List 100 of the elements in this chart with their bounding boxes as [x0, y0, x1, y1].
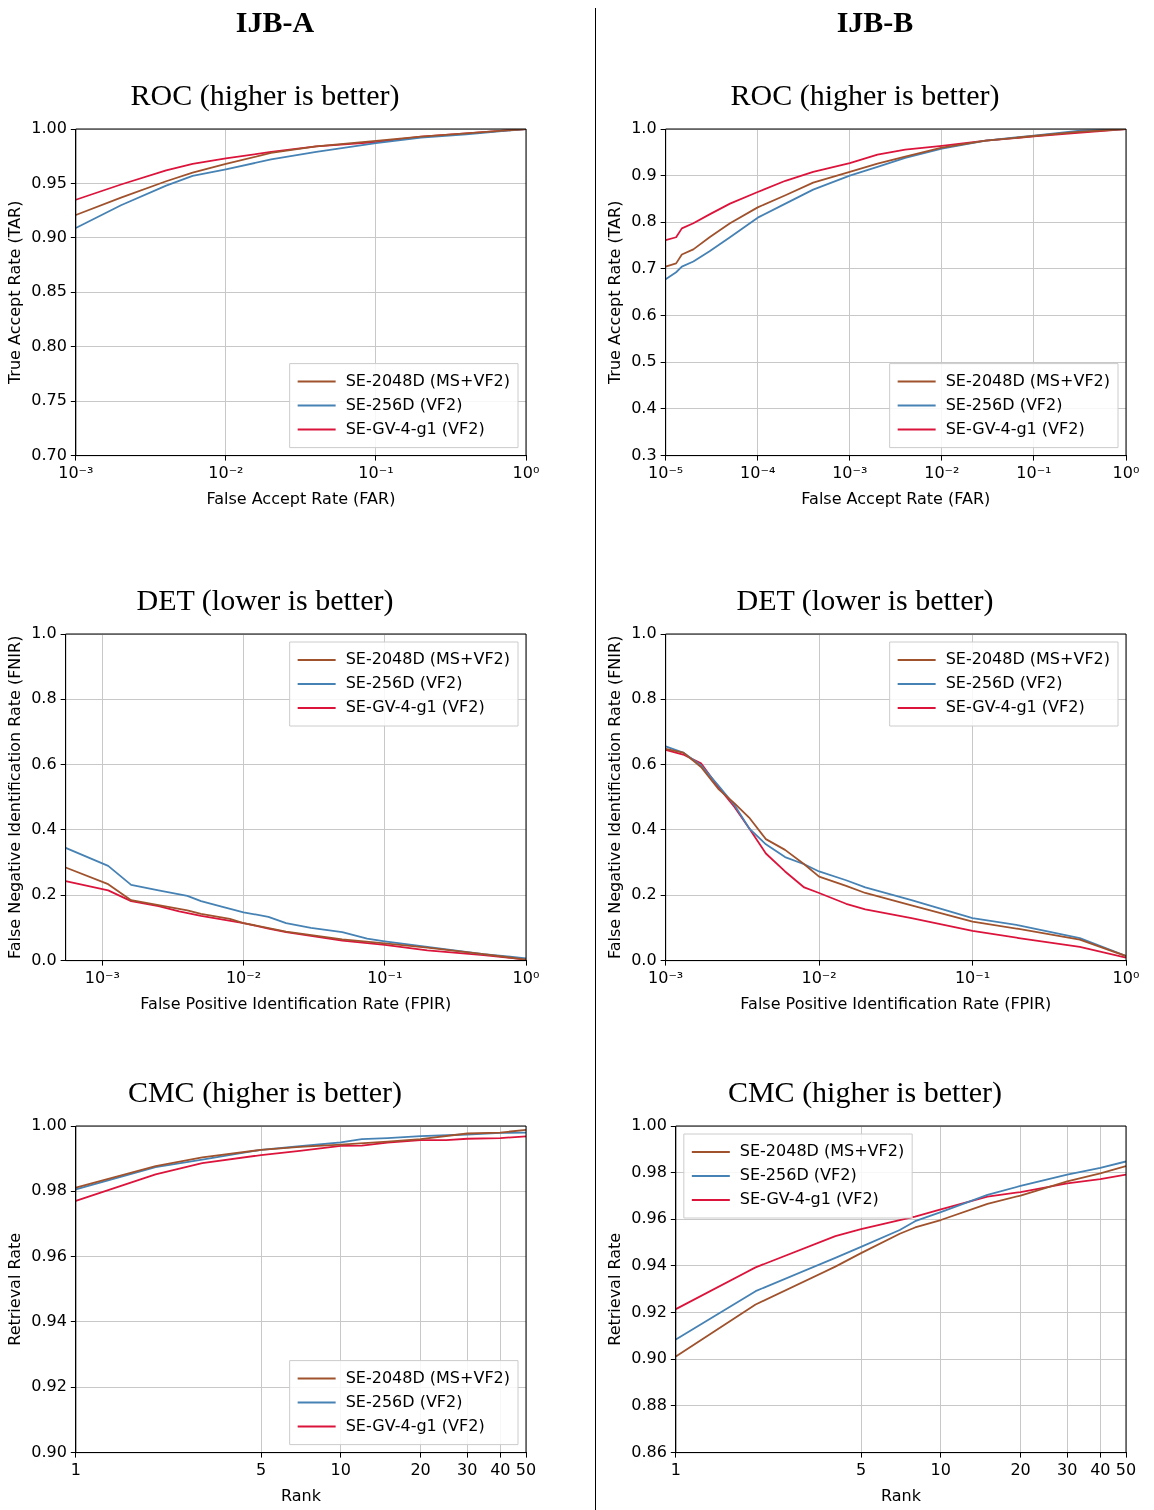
legend-label: SE-GV-4-g1 (VF2) — [739, 1189, 879, 1209]
y-tick-label: 0.8 — [631, 211, 657, 231]
y-tick-label: 1.0 — [31, 623, 57, 643]
y-tick-label: 0.98 — [631, 1161, 667, 1181]
x-axis-title: False Positive Identification Rate (FPIR) — [140, 993, 452, 1013]
y-tick-label: 0.9 — [631, 164, 657, 184]
y-tick-label: 1.00 — [31, 1115, 67, 1135]
legend-label: SE-256D (VF2) — [345, 673, 463, 693]
y-tick-label: 0.96 — [631, 1208, 667, 1228]
legend-label: SE-GV-4-g1 (VF2) — [345, 418, 485, 438]
x-tick-label: 10⁻⁵ — [648, 463, 684, 483]
legend-label: SE-GV-4-g1 (VF2) — [345, 1415, 485, 1435]
x-tick-label: 10 — [930, 1460, 951, 1480]
x-tick-label: 40 — [1090, 1460, 1111, 1480]
x-axis-title: False Accept Rate (FAR) — [206, 488, 396, 508]
x-axis-title: False Positive Identification Rate (FPIR) — [740, 993, 1052, 1013]
y-tick-label: 0.3 — [631, 444, 657, 464]
y-tick-label: 0.2 — [631, 884, 657, 904]
y-tick-label: 0.80 — [31, 335, 67, 355]
legend-label: SE-GV-4-g1 (VF2) — [945, 418, 1085, 438]
chart-subtitle: IJB-B — [835, 5, 915, 39]
legend-label: SE-GV-4-g1 (VF2) — [945, 697, 1085, 717]
y-tick-label: 0.4 — [631, 819, 657, 839]
x-tick-label: 1 — [70, 1460, 81, 1480]
chart-title: ROC (higher is better) — [730, 77, 1000, 112]
legend-label: SE-2048D (MS+VF2) — [739, 1141, 905, 1161]
y-tick-label: 0.0 — [31, 949, 57, 969]
x-axis-title: False Accept Rate (FAR) — [801, 488, 991, 508]
y-tick-label: 0.92 — [631, 1301, 667, 1321]
y-axis-title: Retrieval Rate — [604, 1232, 624, 1346]
legend-label: SE-GV-4-g1 (VF2) — [345, 697, 485, 717]
y-tick-label: 0.90 — [631, 1348, 667, 1368]
legend-label: SE-2048D (MS+VF2) — [345, 1367, 510, 1387]
y-axis-title: True Accept Rate (TAR) — [4, 200, 24, 386]
legend-label: SE-256D (VF2) — [345, 1391, 463, 1411]
legend-label: SE-256D (VF2) — [739, 1165, 857, 1185]
y-tick-label: 0.6 — [631, 304, 657, 324]
legend-label: SE-2048D (MS+VF2) — [945, 370, 1110, 390]
x-axis-title: Rank — [880, 1485, 922, 1505]
y-tick-label: 0.95 — [31, 172, 67, 192]
y-tick-label: 1.00 — [31, 118, 67, 138]
x-tick-label: 5 — [855, 1460, 867, 1480]
y-axis-title: True Accept Rate (TAR) — [604, 200, 624, 386]
y-tick-label: 0.0 — [631, 949, 657, 969]
x-tick-label: 10⁻² — [208, 463, 244, 483]
x-tick-label: 30 — [1057, 1460, 1078, 1480]
x-tick-label: 10⁰ — [1112, 463, 1140, 483]
x-tick-label: 50 — [515, 1460, 537, 1480]
x-tick-label: 50 — [1115, 1460, 1137, 1480]
chart-title: CMC (higher is better) — [127, 1074, 403, 1109]
legend-label: SE-2048D (MS+VF2) — [345, 649, 510, 669]
x-tick-label: 20 — [1010, 1460, 1031, 1480]
x-tick-label: 10⁻³ — [648, 968, 684, 988]
x-tick-label: 10⁻³ — [832, 463, 868, 483]
y-tick-label: 1.0 — [631, 118, 657, 138]
chart-title: DET (lower is better) — [736, 582, 994, 617]
y-tick-label: 1.00 — [631, 1115, 667, 1135]
y-tick-label: 0.98 — [31, 1180, 67, 1200]
x-tick-label: 10⁻¹ — [1016, 463, 1052, 483]
x-tick-label: 20 — [410, 1460, 431, 1480]
x-tick-label: 10⁻² — [225, 968, 262, 988]
x-tick-label: 10⁻² — [924, 463, 960, 483]
chart-title: DET (lower is better) — [136, 582, 394, 617]
y-tick-label: 0.86 — [631, 1441, 667, 1461]
chart-subtitle: IJB-A — [234, 5, 316, 39]
x-tick-label: 10⁻¹ — [367, 968, 403, 988]
legend-label: SE-2048D (MS+VF2) — [345, 370, 510, 390]
y-tick-label: 0.94 — [31, 1311, 67, 1331]
y-tick-label: 0.90 — [31, 227, 67, 247]
y-tick-label: 0.92 — [31, 1376, 67, 1396]
y-tick-label: 0.70 — [31, 444, 67, 464]
y-tick-label: 0.4 — [31, 819, 57, 839]
y-tick-label: 0.8 — [31, 688, 57, 708]
x-tick-label: 10⁻¹ — [954, 968, 991, 988]
x-tick-label: 10⁻³ — [84, 968, 120, 988]
y-tick-label: 1.0 — [631, 623, 657, 643]
y-tick-label: 0.4 — [631, 398, 657, 418]
x-tick-label: 5 — [255, 1460, 267, 1480]
y-tick-label: 0.2 — [31, 884, 57, 904]
legend-label: SE-2048D (MS+VF2) — [945, 649, 1110, 669]
y-tick-label: 0.90 — [31, 1441, 67, 1461]
x-tick-label: 30 — [457, 1460, 478, 1480]
y-tick-label: 0.88 — [631, 1395, 667, 1415]
x-tick-label: 10⁻³ — [58, 463, 94, 483]
y-tick-label: 0.7 — [631, 258, 657, 278]
x-tick-label: 1 — [670, 1460, 681, 1480]
y-tick-label: 0.8 — [631, 688, 657, 708]
y-axis-title: Retrieval Rate — [4, 1232, 24, 1346]
y-tick-label: 0.6 — [631, 753, 657, 773]
y-tick-label: 0.94 — [631, 1255, 667, 1275]
y-axis-title: False Negative Identification Rate (FNIR) — [4, 635, 24, 959]
y-tick-label: 0.96 — [31, 1245, 67, 1265]
y-tick-label: 0.85 — [31, 281, 67, 301]
x-tick-label: 10⁰ — [1112, 968, 1140, 988]
y-tick-label: 0.75 — [31, 390, 67, 410]
x-tick-label: 10⁰ — [512, 968, 540, 988]
x-axis-title: Rank — [280, 1485, 322, 1505]
legend-label: SE-256D (VF2) — [945, 673, 1063, 693]
y-axis-title: False Negative Identification Rate (FNIR) — [604, 635, 624, 959]
x-tick-label: 10⁻¹ — [358, 463, 394, 483]
